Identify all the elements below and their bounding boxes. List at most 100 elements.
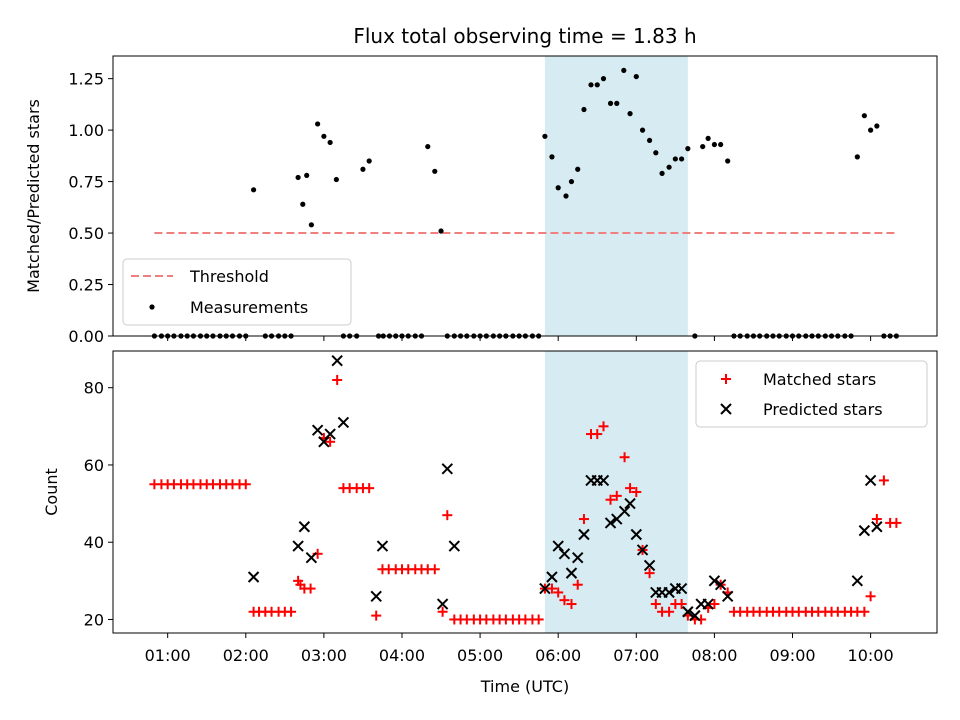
legend-measurements-label: Measurements	[190, 298, 308, 317]
predicted-star-point	[376, 540, 389, 552]
predicted-star-point	[643, 559, 656, 572]
measurement-point	[614, 100, 620, 106]
top-axes-frame	[112, 55, 938, 337]
measurement-point	[711, 141, 718, 148]
measurement-point	[718, 141, 724, 148]
matched-star-point	[664, 606, 675, 617]
measurement-point	[646, 137, 653, 144]
matched-star-point	[878, 475, 889, 486]
predicted-star-point	[630, 528, 643, 541]
predicted-star-point	[708, 575, 721, 587]
legend-matched-swatch	[721, 374, 731, 384]
bottom-y-tick-label: 20	[84, 610, 104, 629]
matched-star-point	[611, 490, 622, 501]
legend-threshold-label: Threshold	[189, 267, 269, 286]
x-tick-label: 05:00	[457, 646, 503, 665]
predicted-star-point	[663, 586, 675, 599]
x-tick-label: 01:00	[145, 646, 191, 665]
top-y-tick-label: 0.50	[68, 224, 104, 243]
predicted-star-point	[318, 436, 330, 448]
measurement-point	[678, 156, 685, 162]
matched-star-point	[605, 494, 616, 505]
matched-star-point	[865, 591, 876, 602]
predicted-star-point	[370, 590, 382, 603]
predicted-star-point	[864, 474, 877, 487]
predicted-star-point	[675, 582, 688, 595]
x-tick-label: 04:00	[379, 646, 425, 665]
top-y-tick-label: 0.75	[68, 173, 104, 192]
predicted-star-point	[311, 424, 324, 436]
measurement-point	[633, 73, 639, 80]
predicted-star-point	[292, 540, 304, 552]
legend-predicted-label: Predicted stars	[763, 400, 883, 419]
measurement-point	[659, 170, 665, 176]
matched-star-point	[625, 483, 636, 494]
predicted-star-point	[448, 540, 461, 552]
predicted-star-point	[298, 521, 311, 533]
matched-star-point	[619, 452, 630, 463]
x-tick-label: 10:00	[848, 646, 894, 665]
measurement-point	[685, 146, 691, 152]
predicted-star-point	[714, 579, 727, 591]
matched-star-point	[332, 374, 343, 385]
legend-matched-label: Matched stars	[763, 370, 876, 389]
predicted-star-point	[436, 598, 449, 610]
matched-star-point	[859, 606, 870, 617]
matched-star-point	[871, 514, 882, 525]
top-legend: Threshold Measurements	[122, 258, 352, 326]
measurement-point	[432, 168, 438, 174]
measurement-point	[588, 82, 594, 88]
x-tick-label: 06:00	[535, 646, 581, 665]
matched-star-point	[559, 595, 570, 606]
matched-star-point	[553, 587, 564, 598]
measurement-point	[621, 67, 627, 74]
measurement-point	[563, 193, 569, 199]
predicted-star-point	[578, 528, 590, 541]
chart-title: Flux total observing time = 1.83 h	[353, 24, 696, 48]
top-y-tick-label: 1.25	[68, 70, 104, 89]
predicted-star-point	[851, 575, 864, 587]
matched-star-point	[437, 606, 448, 617]
predicted-star-point	[552, 540, 564, 552]
matched-star-point	[364, 483, 375, 494]
x-axis-label: Time (UTC)	[480, 677, 569, 696]
x-tick-label: 09:00	[769, 646, 815, 665]
predicted-star-point	[539, 582, 551, 595]
measurement-point	[549, 154, 555, 160]
measurement-point	[594, 82, 600, 88]
matched-star-point	[598, 421, 609, 432]
predicted-star-point	[324, 428, 336, 440]
bottom-y-axis-label: Count	[42, 468, 61, 516]
measurement-point	[868, 127, 874, 133]
predicted-star-point	[247, 571, 260, 583]
bottom-axes-frame	[112, 350, 938, 634]
bottom-panel-star-counts: 20 40 60 80 01:00 02:00 03:00 04:00 05:00 06:00 07…	[42, 350, 938, 696]
measurement-point	[438, 228, 444, 234]
measurement-point	[542, 133, 548, 139]
predicted-star-point	[572, 551, 584, 564]
measurement-point	[568, 178, 575, 185]
top-y-axis-label: Matched/Predicted stars	[24, 99, 43, 293]
predicted-star-point	[565, 567, 578, 579]
top-y-tick-label: 0.00	[68, 327, 104, 346]
predicted-star-point	[305, 551, 318, 564]
measurement-point	[700, 143, 706, 150]
matched-star-point	[572, 579, 583, 590]
bottom-y-tick-label: 60	[84, 456, 104, 475]
measurement-point	[327, 139, 333, 146]
measurement-point	[639, 127, 646, 133]
predicted-star-point	[331, 354, 343, 367]
matched-star-point	[286, 606, 297, 617]
measurement-point	[360, 166, 366, 172]
measurement-point	[861, 113, 867, 119]
matched-star-point	[650, 599, 661, 610]
matched-star-point	[578, 514, 589, 525]
matched-star-point	[709, 599, 720, 610]
measurement-point	[600, 76, 607, 82]
x-tick-label: 02:00	[223, 646, 269, 665]
measurement-point	[705, 135, 711, 141]
bottom-y-tick-label: 80	[84, 379, 104, 398]
measurement-point	[725, 158, 731, 164]
predicted-star-point	[337, 416, 350, 429]
